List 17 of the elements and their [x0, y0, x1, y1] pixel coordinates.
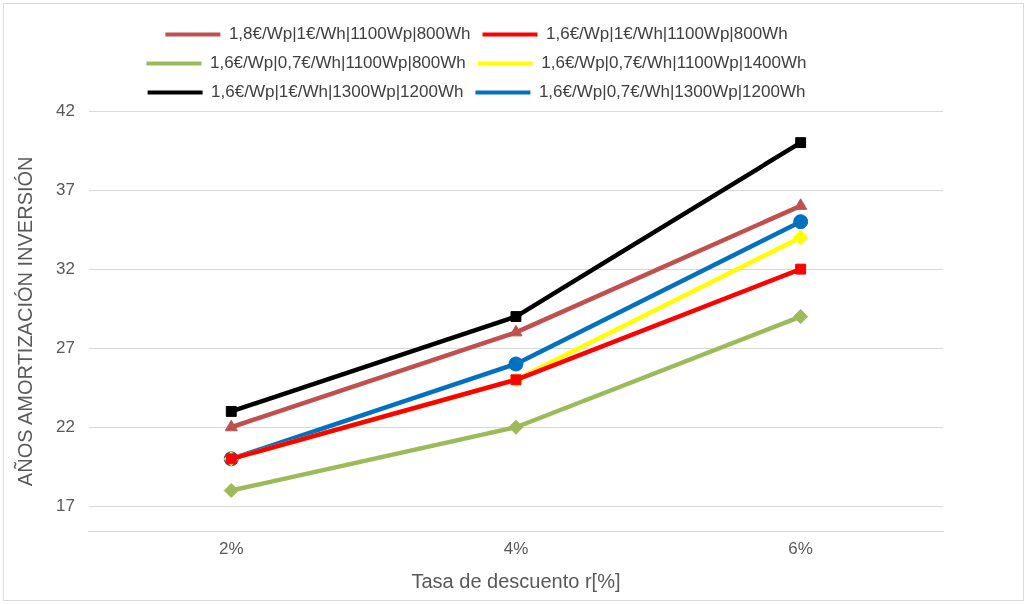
legend-label: 1,6€/Wp|0,7€/Wh|1100Wp|1400Wh	[541, 53, 807, 73]
legend-label: 1,8€/Wp|1€/Wh|1100Wp|800Wh	[228, 24, 471, 44]
legend-label: 1,6€/Wp|1€/Wh|1100Wp|800Wh	[546, 24, 788, 44]
y-tick-label: 27	[55, 337, 75, 357]
x-tick-label: 6%	[788, 539, 813, 559]
legend-label: 1,6€/Wp|1€/Wh|1300Wp|1200Wh	[211, 82, 464, 102]
x-tick-label: 4%	[503, 539, 529, 559]
y-axis-title: AÑOS AMORTIZACIÓN INVERSIÓN	[12, 156, 36, 487]
y-tick-label: 22	[55, 416, 75, 436]
y-tick-label: 32	[55, 258, 75, 278]
x-axis-title: Tasa de descuento r[%]	[411, 569, 621, 592]
legend-label: 1,6€/Wp|0,7€/Wh|1300Wp|1200Wh	[538, 82, 806, 102]
y-tick-label: 37	[55, 179, 75, 199]
x-tick-label: 2%	[218, 539, 244, 559]
y-tick-label: 17	[55, 495, 75, 515]
legend-label: 1,6€/Wp|0,7€/Wh|1100Wp|800Wh	[209, 53, 466, 73]
y-tick-label: 42	[55, 100, 75, 120]
